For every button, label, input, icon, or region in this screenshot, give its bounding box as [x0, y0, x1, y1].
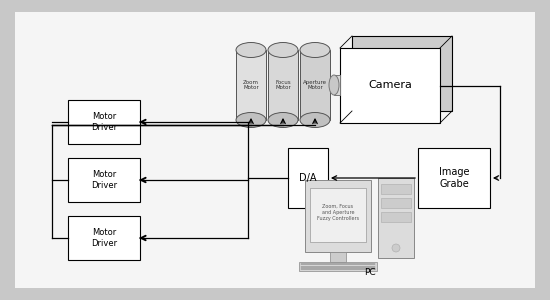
Ellipse shape	[329, 75, 339, 95]
Bar	[381, 198, 411, 208]
Ellipse shape	[236, 43, 266, 58]
Text: Focus
Motor: Focus Motor	[275, 80, 291, 90]
Bar	[68, 158, 140, 202]
Bar	[299, 262, 377, 271]
Text: Zoom
Motor: Zoom Motor	[243, 80, 259, 90]
Text: Aperture
Motor: Aperture Motor	[303, 80, 327, 90]
Bar	[340, 48, 440, 123]
Ellipse shape	[268, 43, 298, 58]
Text: Motor
Driver: Motor Driver	[91, 228, 117, 248]
Bar	[305, 180, 371, 252]
Bar	[334, 75, 340, 95]
Bar	[381, 184, 411, 194]
Bar	[378, 178, 414, 258]
Text: Motor
Driver: Motor Driver	[91, 170, 117, 190]
Bar	[330, 252, 346, 262]
Ellipse shape	[300, 43, 330, 58]
Ellipse shape	[236, 112, 266, 128]
Text: Camera: Camera	[368, 80, 412, 91]
Text: Motor
Driver: Motor Driver	[91, 112, 117, 132]
Bar	[381, 212, 411, 222]
Text: Zoom, Focus
and Aperture
Fuzzy Controllers: Zoom, Focus and Aperture Fuzzy Controlle…	[317, 204, 359, 221]
Bar	[352, 36, 452, 111]
Bar	[300, 50, 330, 120]
Text: PC: PC	[364, 268, 376, 277]
Circle shape	[392, 244, 400, 252]
Bar	[288, 148, 328, 208]
Ellipse shape	[300, 112, 330, 128]
Bar	[310, 188, 366, 242]
Text: Image
Grabe: Image Grabe	[439, 167, 469, 189]
Bar	[68, 100, 140, 144]
Ellipse shape	[268, 112, 298, 128]
Bar	[236, 50, 266, 120]
Bar	[68, 216, 140, 260]
Text: D/A: D/A	[299, 173, 317, 183]
Bar	[268, 50, 298, 120]
Bar	[418, 148, 490, 208]
